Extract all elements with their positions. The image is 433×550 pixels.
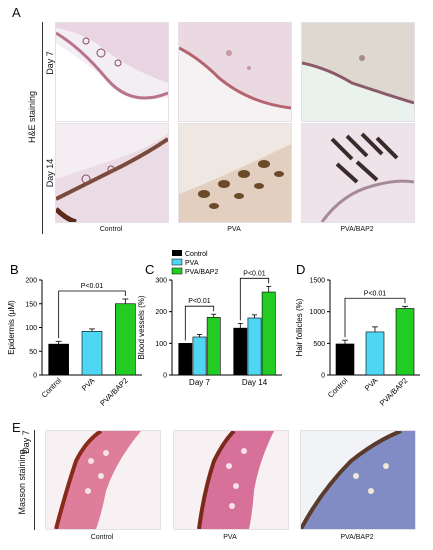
chart-d-ytick-label: 500 (313, 341, 325, 348)
chart-b-annotation: P<0.01 (81, 283, 103, 290)
panel-c-letter: C (145, 262, 154, 277)
chart-c-bar (206, 317, 221, 376)
panel-b-letter: B (10, 262, 19, 277)
he-day14-pva-image (178, 123, 292, 223)
chart-c-annotation: P<0.01 (243, 270, 265, 277)
chart-d-ytick-label: 1500 (309, 278, 325, 285)
chart-c-bar (247, 317, 262, 376)
chart-d-ytick-label: 1000 (309, 309, 325, 316)
chart-d-annotation: P<0.01 (364, 290, 386, 297)
chart-b-bar (115, 303, 136, 376)
panel-e-bracket (34, 430, 35, 530)
panel-d-letter: D (296, 262, 305, 277)
panel-e-col-label-pva-bap2: PVA/BAP2 (340, 534, 374, 541)
he-day14-control-image (55, 123, 169, 223)
chart-c-xtick-label: Day 14 (242, 378, 268, 387)
chart-b-ytick-label: 150 (25, 301, 37, 308)
chart-b-ytick-label: 100 (25, 325, 37, 332)
chart-c-bar (192, 336, 207, 376)
chart-b-xtick-label: Control (40, 376, 64, 400)
chart-d-bracket (344, 297, 406, 338)
chart-b-bar (48, 343, 69, 376)
chart-b: 0 50 100 150 200 Epidermis (μM) Control PVA PVA/… (7, 278, 142, 408)
masson-pva-image (173, 430, 289, 530)
chart-c-bar (178, 343, 193, 376)
panel-a-col-label-pva: PVA (227, 226, 241, 233)
chart-d-xtick-label: Control (326, 376, 350, 400)
legend-swatch-pva (171, 258, 183, 266)
chart-d-bar (335, 343, 355, 376)
chart-d-ylabel: Hair follicles (%) (295, 298, 304, 356)
chart-d-bar (365, 331, 385, 376)
chart-d-ytick-label: 0 (321, 373, 325, 380)
chart-b-ytick-label: 50 (29, 349, 37, 356)
panel-a-letter: A (12, 5, 21, 20)
panel-e-col-label-control: Control (90, 534, 114, 541)
chart-b-ytick-label: 200 (25, 278, 37, 285)
chart-c-annotation: P<0.01 (188, 298, 210, 305)
he-day7-pva-image (178, 22, 292, 122)
panel-a-bracket (42, 22, 43, 234)
he-day7-control-image (55, 22, 169, 122)
chart-c-ytick-label: 100 (155, 341, 167, 348)
masson-pva-bap2-image (300, 430, 416, 530)
chart-c-ytick-label: 0 (163, 373, 167, 380)
legend-swatch-pva-bap2 (171, 267, 183, 275)
panel-a-row-label-day14: Day 14 (45, 158, 55, 188)
panel-a-col-label-control: Control (99, 226, 123, 233)
chart-d-xtick-label: PVA (363, 376, 380, 393)
legend: Control PVA PVA/BAP2 (171, 250, 218, 276)
panel-e-col-label-pva: PVA (223, 534, 237, 541)
chart-c-ytick-label: 300 (155, 278, 167, 285)
chart-b-bar (81, 331, 103, 376)
chart-c-bar (261, 291, 276, 376)
chart-c-ytick-label: 200 (155, 309, 167, 316)
masson-control-image (45, 430, 161, 530)
chart-c-bracket (184, 305, 215, 341)
he-day14-pva-bap2-image (301, 123, 415, 223)
chart-c-bar (233, 327, 248, 376)
panel-a-row-group-label: H&E staining (27, 90, 37, 144)
legend-swatch-control (172, 250, 182, 256)
legend-label-pva-bap2: PVA/BAP2 (185, 269, 218, 276)
chart-b-ylabel: Epidermis (μM) (7, 300, 16, 355)
chart-c-xtick-label: Day 7 (189, 378, 210, 387)
chart-c-bracket (239, 277, 270, 321)
chart-c: 0 100 200 300 Blood vessels (%) Day 7 P<0.01 Da… (137, 270, 282, 387)
legend-label-pva: PVA (185, 260, 199, 267)
chart-d-bar (395, 308, 415, 376)
bar-charts: Control PVA PVA/BAP2 B C D 0 50 100 150 200 E… (7, 250, 420, 408)
chart-d: 0 500 1000 1500 Hair follicles (%) Control PVA… (295, 278, 420, 408)
chart-d-xtick-label: PVA/BAP2 (378, 376, 410, 408)
panel-a-row-label-day7: Day 7 (45, 51, 55, 75)
chart-b-ytick-label: 0 (33, 373, 37, 380)
chart-b-bracket (58, 290, 126, 339)
chart-b-xtick-label: PVA/BAP2 (98, 376, 130, 408)
panel-e-letter: E (12, 420, 21, 435)
legend-label-control: Control (185, 251, 208, 258)
panel-e-row-label-day7: Day 7 (21, 430, 31, 454)
he-day7-pva-bap2-image (301, 22, 415, 122)
chart-c-ylabel: Blood vessels (%) (137, 295, 146, 359)
panel-a-col-label-pva-bap2: PVA/BAP2 (340, 226, 374, 233)
chart-b-xtick-label: PVA (80, 376, 97, 393)
